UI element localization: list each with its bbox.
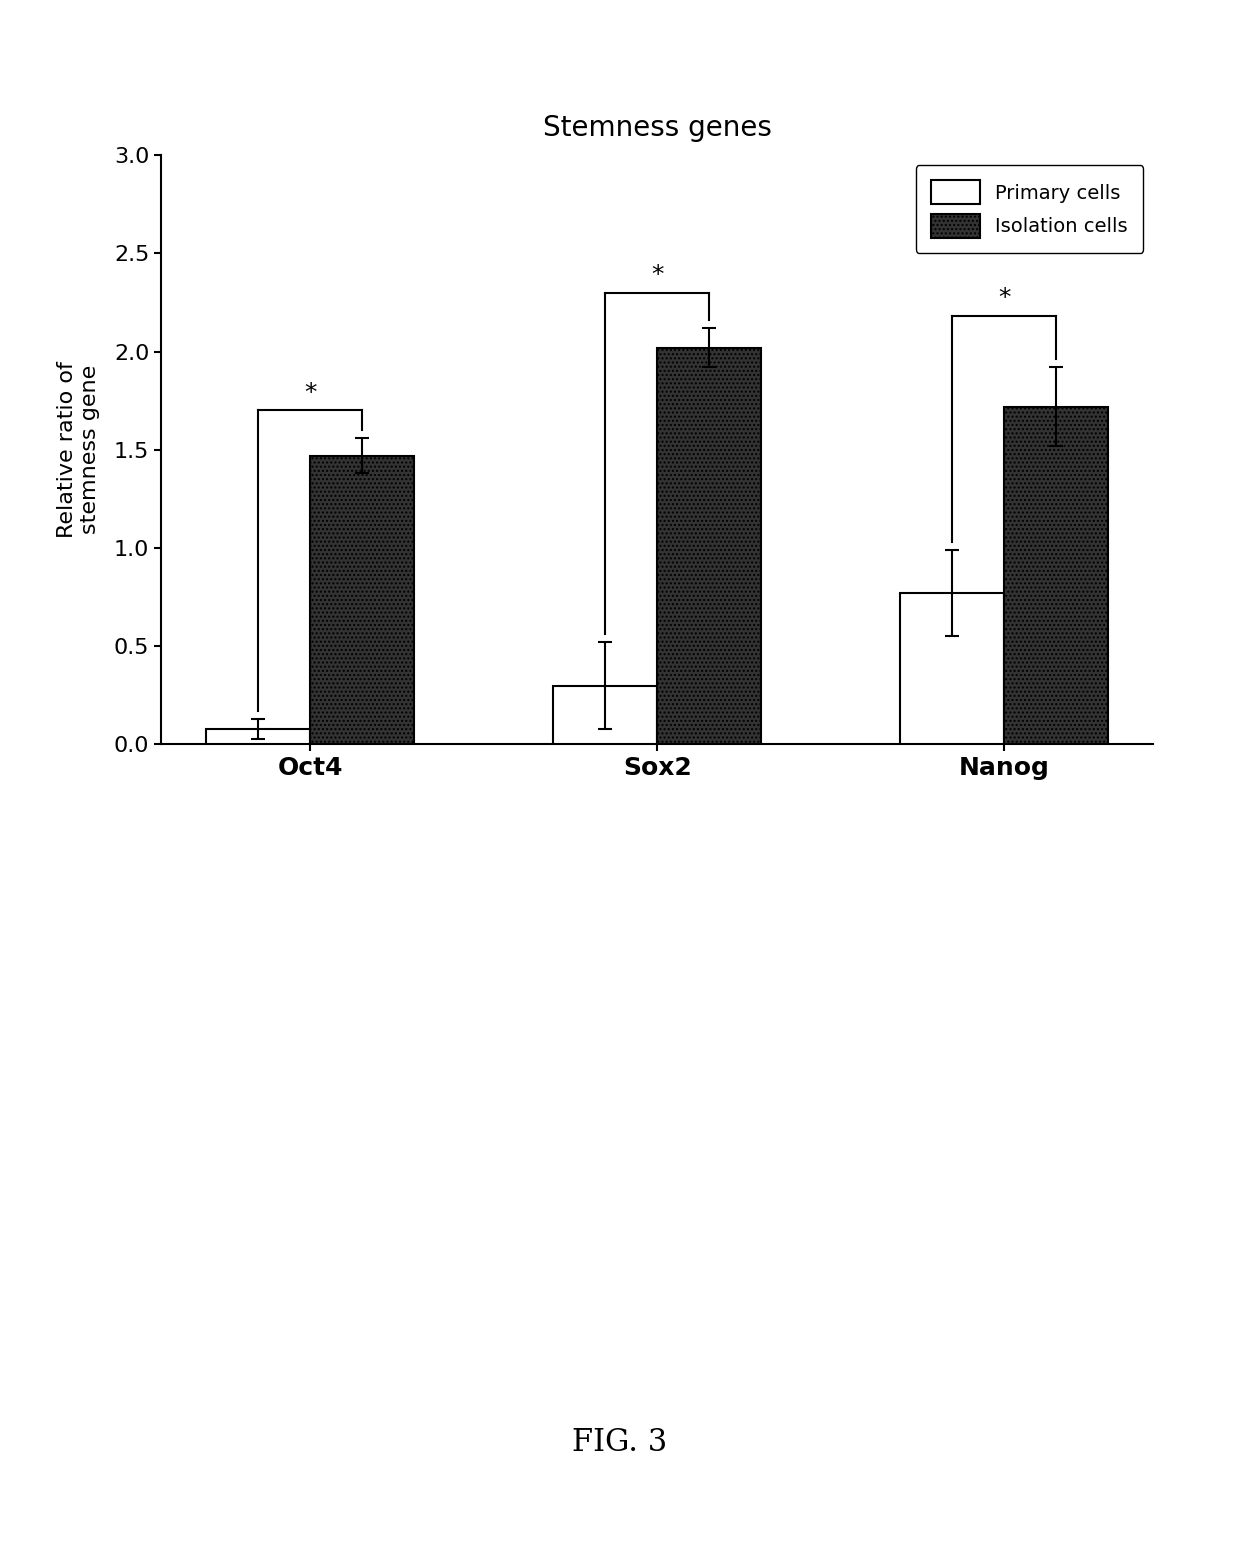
Bar	[553, 686, 657, 744]
Bar	[1004, 406, 1109, 744]
Y-axis label: Relative ratio of
stemness gene: Relative ratio of stemness gene	[57, 361, 100, 538]
Text: *: *	[998, 287, 1011, 310]
Title: Stemness genes: Stemness genes	[543, 113, 771, 141]
Legend: Primary cells, Isolation cells: Primary cells, Isolation cells	[915, 164, 1143, 253]
Text: *: *	[304, 380, 316, 405]
Text: *: *	[651, 262, 663, 287]
Bar	[657, 347, 761, 744]
Bar	[900, 592, 1004, 744]
Bar	[310, 456, 414, 744]
Text: FIG. 3: FIG. 3	[573, 1427, 667, 1458]
Bar	[206, 729, 310, 744]
